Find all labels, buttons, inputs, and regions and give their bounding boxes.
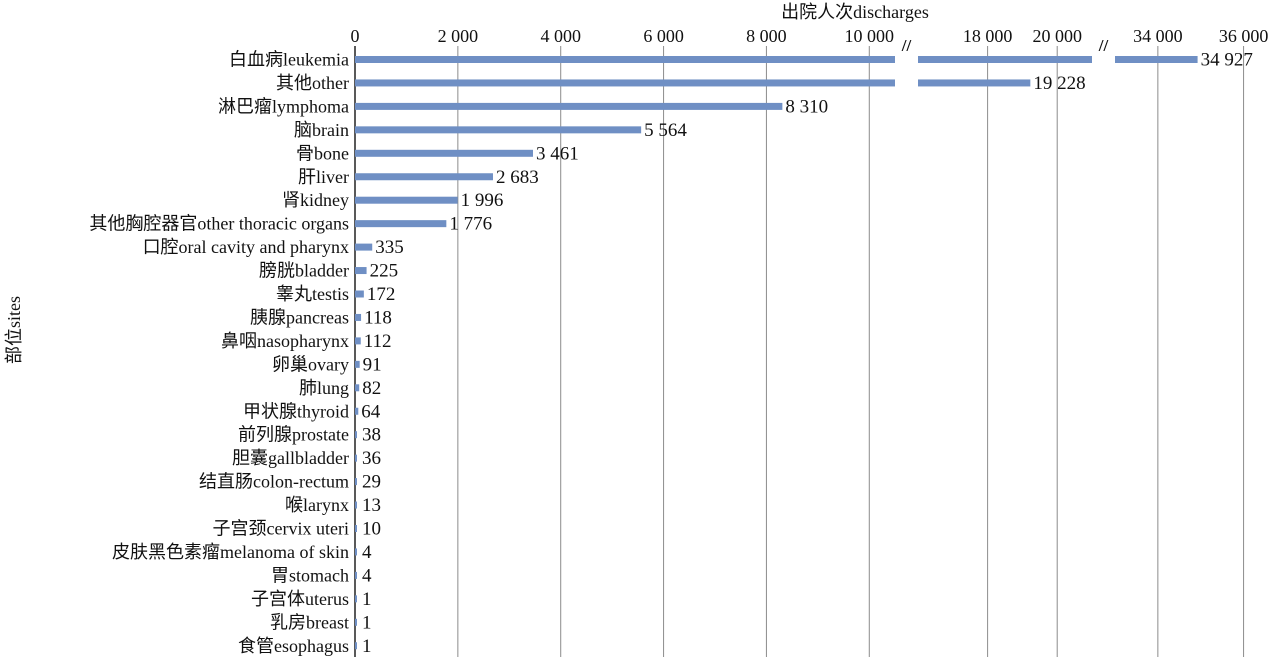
axis-break-mark: // [901, 36, 912, 55]
bar [355, 642, 357, 650]
x-tick-label: 10 000 [845, 26, 895, 46]
value-label: 1 [362, 612, 372, 633]
value-label: 36 [362, 448, 381, 469]
x-axis-title: 出院人次discharges [781, 2, 929, 22]
value-label: 8 310 [785, 96, 828, 117]
bar [355, 313, 362, 321]
bar [355, 407, 359, 415]
value-label: 4 [362, 542, 372, 563]
bar [1115, 56, 1198, 63]
value-label: 1 996 [461, 190, 504, 211]
category-label: 乳房breast [270, 612, 349, 632]
x-tick-label: 18 000 [963, 26, 1013, 46]
bar [355, 525, 357, 532]
x-tick-label: 8 000 [746, 26, 787, 46]
axis-break-gap [895, 46, 918, 94]
category-label: 脑brain [294, 120, 349, 140]
bar [355, 79, 895, 87]
value-label: 112 [364, 331, 392, 352]
value-label: 5 564 [644, 120, 687, 141]
value-label: 34 927 [1201, 50, 1253, 71]
x-tick-label: 20 000 [1032, 26, 1082, 46]
bar [355, 571, 357, 579]
bar [918, 79, 1031, 87]
category-label: 口腔oral cavity and pharynx [143, 237, 349, 257]
axis-break-mark: // [1098, 36, 1109, 55]
bar [355, 196, 458, 204]
x-tick-label: 2 000 [438, 26, 479, 46]
x-tick-label: 0 [351, 26, 360, 46]
value-label: 29 [362, 472, 381, 493]
category-label: 子宫体uterus [251, 589, 349, 609]
bar [355, 595, 357, 603]
value-label: 1 [362, 636, 372, 657]
bar [355, 454, 357, 462]
bar [355, 102, 783, 110]
bar [355, 290, 364, 298]
value-label: 91 [363, 354, 382, 375]
value-label: 1 [362, 589, 372, 610]
category-label: 子宫颈cervix uteri [213, 519, 349, 539]
axis-break-gap [1092, 46, 1115, 94]
bar [355, 384, 360, 392]
value-label: 38 [362, 425, 381, 446]
category-label: 骨bone [296, 143, 349, 163]
bar [355, 501, 357, 509]
bar [355, 337, 361, 345]
value-label: 3 461 [536, 143, 579, 164]
category-label: 食管esophagus [238, 636, 349, 656]
bar [355, 126, 642, 134]
category-label: 其他other [276, 73, 349, 93]
category-label: 胆囊gallbladder [232, 448, 349, 468]
value-label: 82 [362, 378, 381, 399]
x-tick-label: 4 000 [540, 26, 581, 46]
category-label: 肾kidney [282, 190, 349, 210]
category-label: 皮肤黑色素瘤melanoma of skin [112, 542, 349, 562]
category-label: 前列腺prostate [238, 425, 349, 445]
bar [355, 267, 367, 275]
category-label: 卵巢ovary [272, 354, 349, 374]
bar [918, 56, 1092, 63]
bar [355, 220, 447, 228]
value-label: 4 [362, 565, 372, 586]
value-label: 10 [362, 519, 381, 540]
category-label: 甲状腺thyroid [243, 401, 349, 421]
category-label: 肝liver [298, 167, 349, 187]
value-label: 172 [367, 284, 396, 305]
bar [355, 478, 357, 486]
bar [355, 243, 373, 251]
value-label: 1 776 [449, 214, 492, 235]
category-label: 白血病leukemia [229, 50, 349, 70]
category-label: 膀胱bladder [259, 261, 349, 281]
category-label: 结直肠colon-rectum [199, 472, 349, 492]
bar [355, 548, 357, 556]
x-tick-label: 36 000 [1219, 26, 1269, 46]
y-axis-title: 部位sites [4, 296, 24, 364]
bar [355, 56, 895, 63]
category-label: 喉larynx [285, 495, 349, 515]
x-tick-label: 34 000 [1133, 26, 1183, 46]
category-label: 鼻咽nasopharynx [221, 331, 349, 351]
value-label: 335 [375, 237, 404, 258]
value-label: 19 228 [1033, 73, 1085, 94]
category-label: 胰腺pancreas [250, 307, 349, 327]
bar [355, 360, 360, 368]
value-label: 13 [362, 495, 381, 516]
value-label: 2 683 [496, 167, 539, 188]
bar [355, 173, 493, 181]
x-tick-label: 6 000 [643, 26, 684, 46]
bar [355, 618, 357, 626]
category-label: 胃stomach [271, 565, 349, 585]
bar [355, 149, 533, 157]
value-label: 225 [370, 261, 399, 282]
value-label: 118 [364, 307, 392, 328]
category-label: 淋巴瘤lymphoma [218, 96, 349, 116]
category-label: 肺lung [299, 378, 349, 398]
category-label: 其他胸腔器官other thoracic organs [89, 214, 349, 234]
value-label: 64 [361, 401, 381, 422]
category-label: 睾丸testis [276, 284, 349, 304]
bar [355, 431, 357, 439]
